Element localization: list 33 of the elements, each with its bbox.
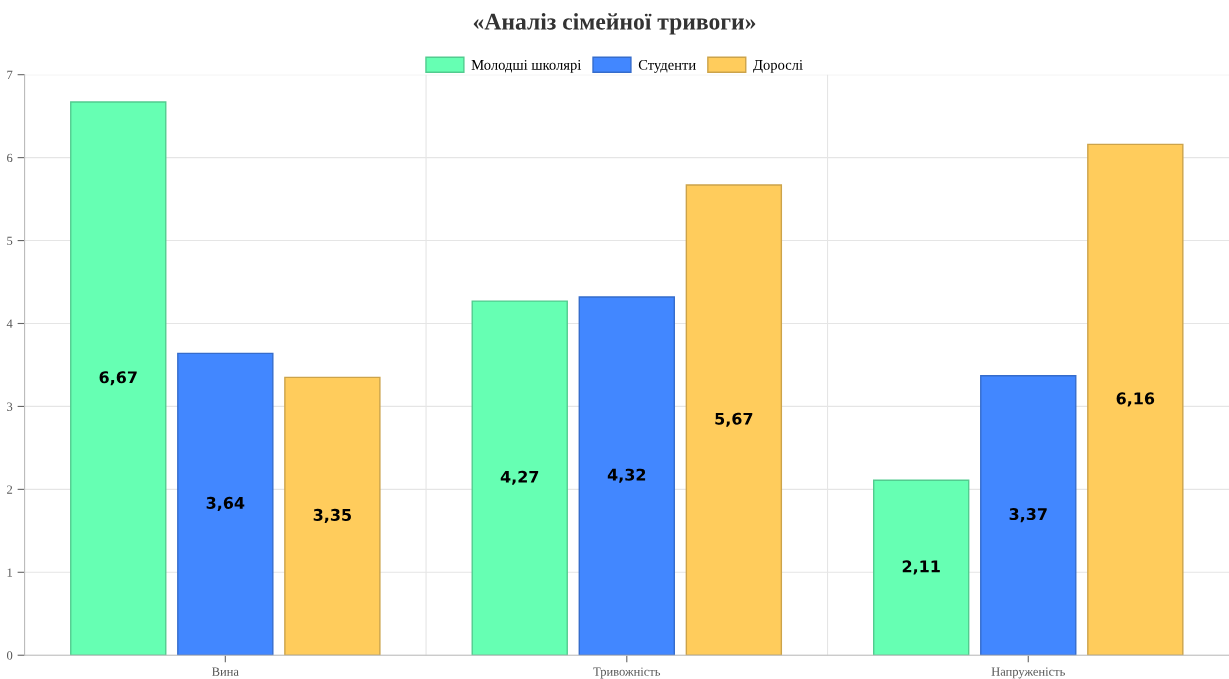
data-label: 3,37 [1009,508,1047,523]
bar [70,101,167,656]
data-label: 4,32 [607,468,646,483]
data-label: 3,35 [313,508,351,523]
y-tick-label: 4 [6,319,13,328]
y-tick-label: 5 [7,236,13,246]
data-label: 6,67 [99,371,137,386]
y-tick-label: 3 [7,402,13,411]
y-tick-label: 2 [7,485,13,494]
bar [578,296,675,656]
y-tick-label: 7 [7,70,13,80]
data-label: 5,67 [715,412,753,427]
data-label: 6,16 [1116,392,1155,407]
chart-title: «Аналіз сімейної тривоги» [473,13,756,35]
bar [471,300,568,656]
legend-label: Молодші школярі [471,60,582,73]
y-tick-label: 6 [7,153,13,163]
legend-label: Студенти [638,60,696,73]
y-tick-label: 0 [7,651,13,660]
legend-label: Дорослі [753,60,803,73]
bar [980,375,1077,656]
bar [284,376,381,656]
data-label: 2,11 [902,560,940,575]
data-label: 4,27 [500,470,539,485]
bar [685,184,783,656]
x-tick-label: Тривожність [593,667,661,679]
data-label: 3,64 [206,496,245,511]
bar [873,479,970,656]
bar [1087,143,1184,656]
x-tick-label: Напруженість [991,667,1065,679]
y-tick-label: 1 [7,568,13,577]
bar [177,352,274,656]
x-tick-label: Вина [212,667,239,676]
